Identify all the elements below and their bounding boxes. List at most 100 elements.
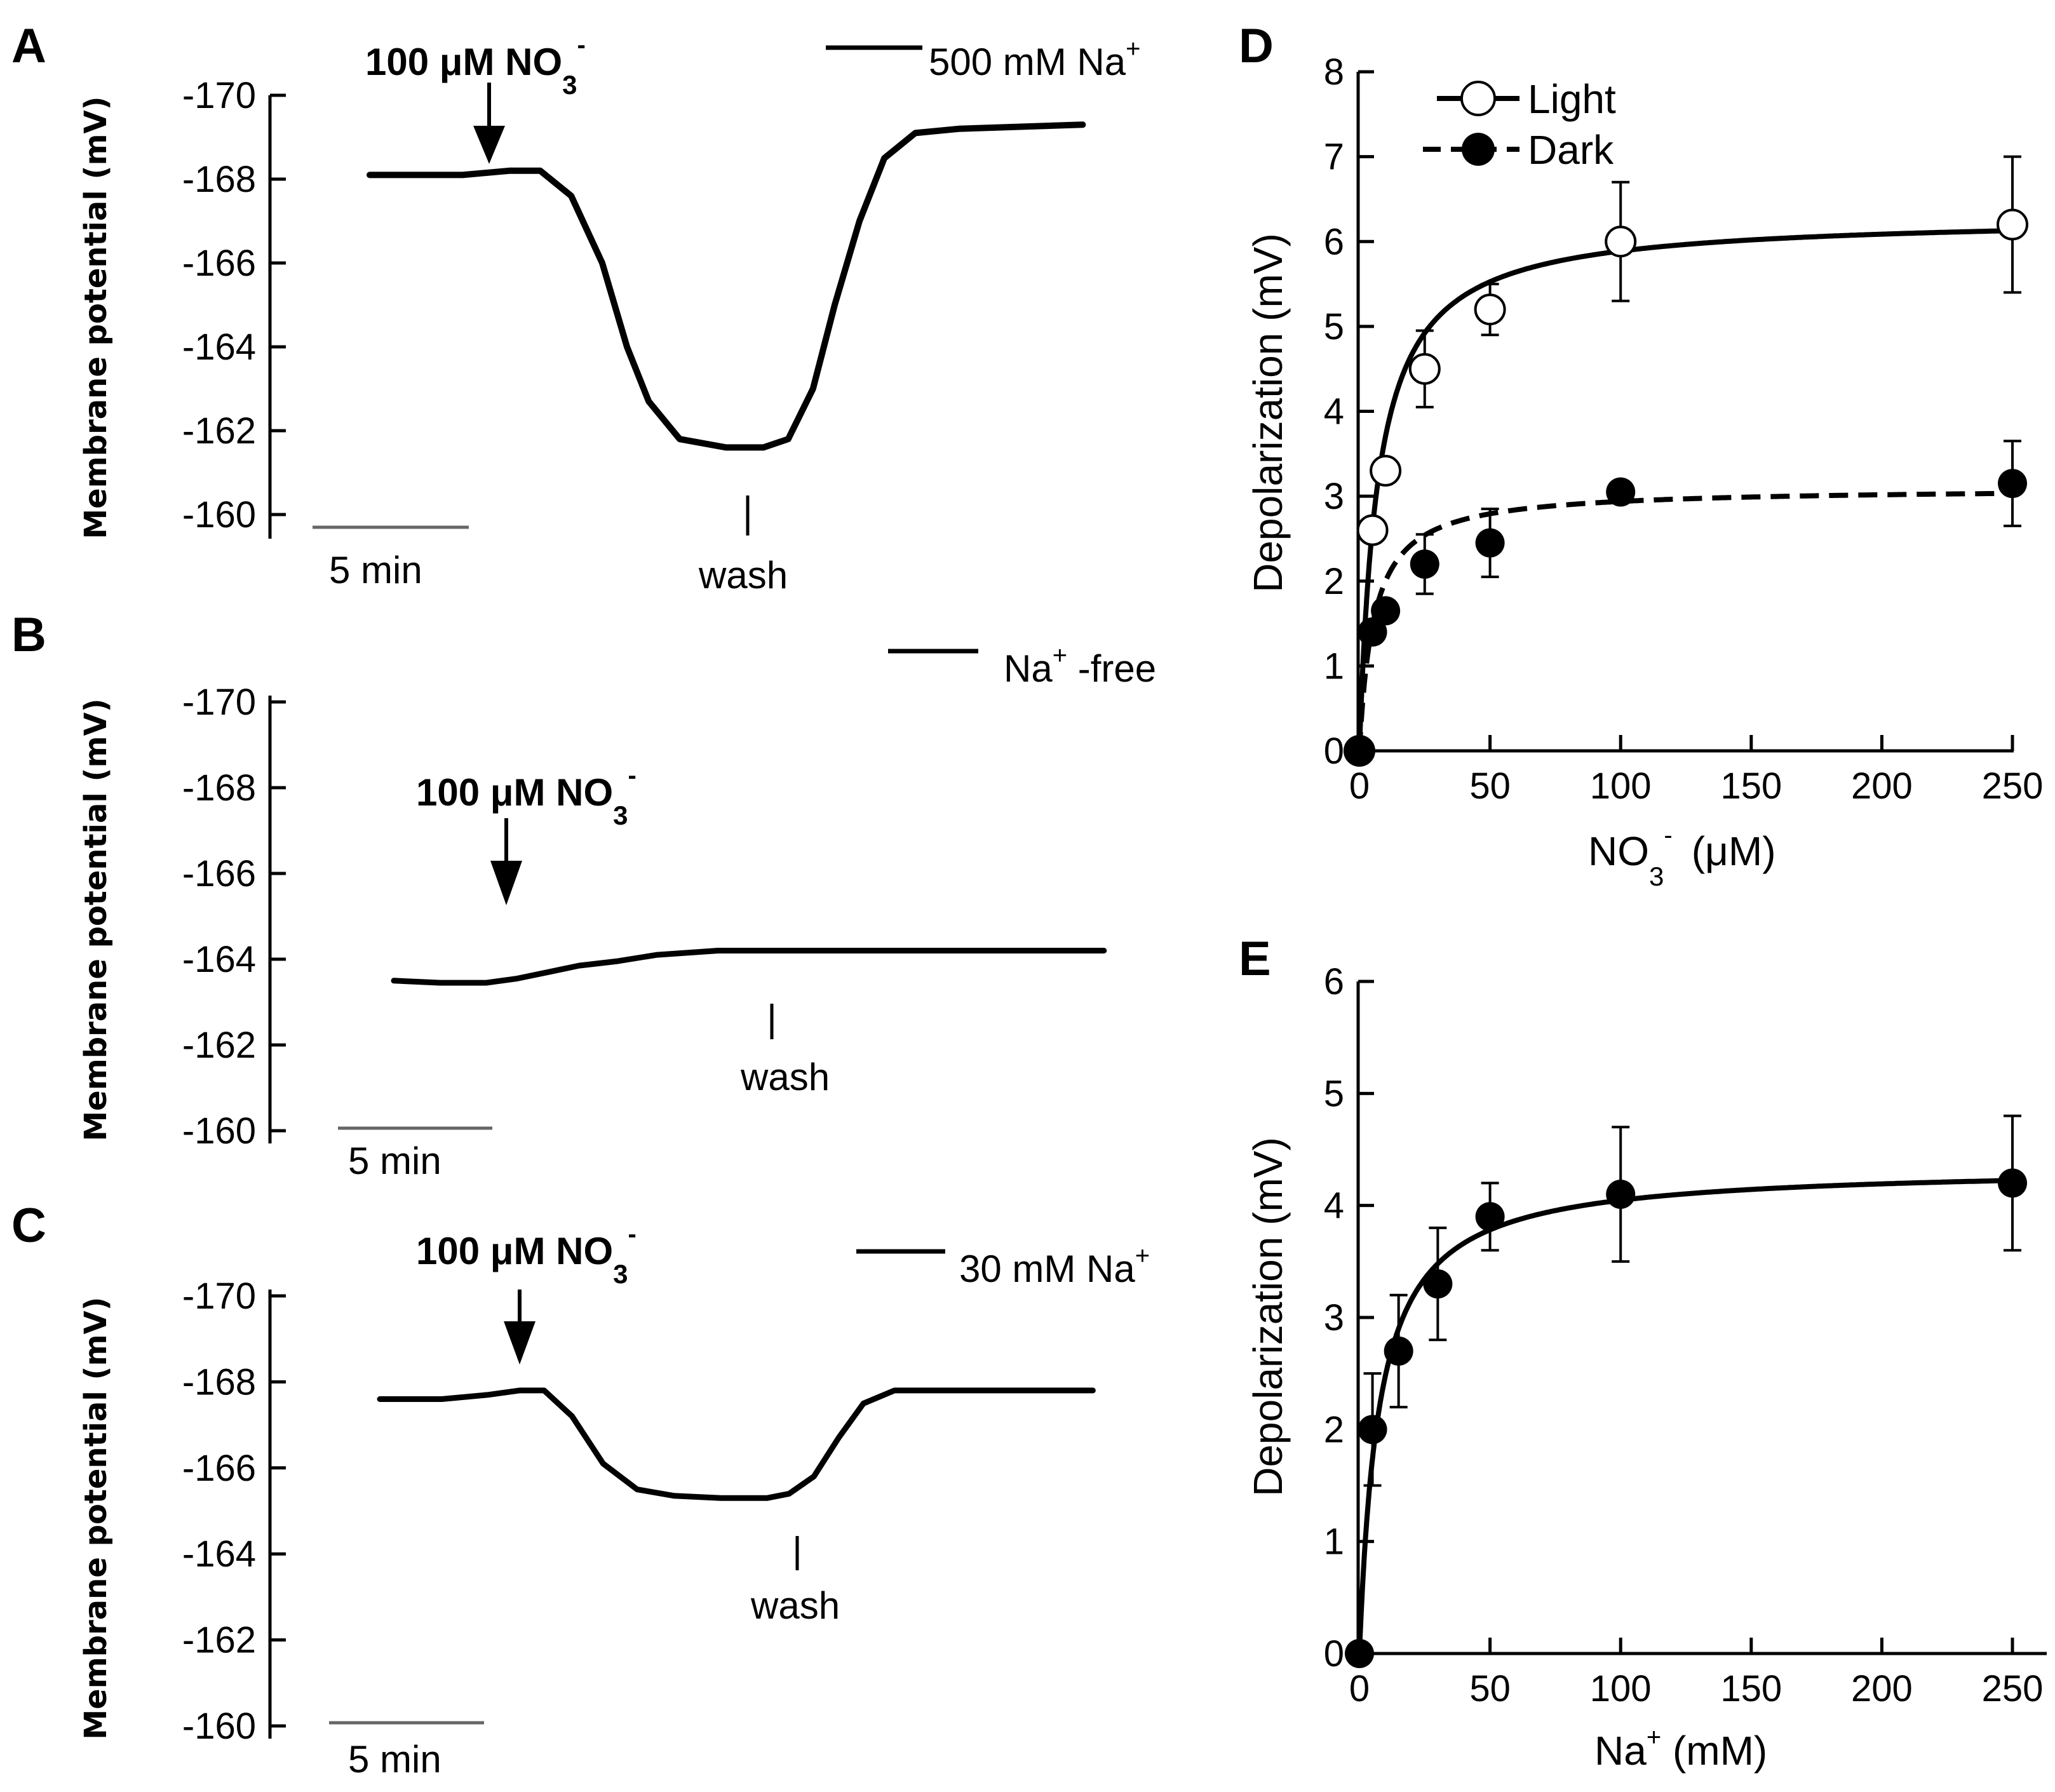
panel-d-data-point	[1997, 208, 2028, 241]
panel-d-data-point	[1370, 455, 1402, 487]
panel-d-y-tick-label: 3	[1324, 476, 1344, 517]
panel-e-x-tick-label: 200	[1851, 1668, 1913, 1709]
panel-d-data-point	[1474, 293, 1506, 326]
panel-e-fit-curves	[1357, 1178, 2013, 1655]
panel-d-data-point	[1345, 736, 1374, 765]
panel-e-x-tick-label: 100	[1590, 1668, 1652, 1709]
panel-d-data-point	[1358, 617, 1387, 647]
panel-d-y-tick-label: 0	[1324, 731, 1344, 772]
panel-c-treatment-label: 100 μM NO3-	[416, 1220, 637, 1289]
legend-dark-marker	[1462, 133, 1495, 166]
panel-e: E 0 1 2 3 4 5 6 0 50 100 150 200 250 Depolarization…	[1239, 932, 2047, 1774]
panel-d-fit-curves	[1357, 228, 2013, 753]
panel-c-condition-label: 30 mM Na+	[959, 1242, 1150, 1290]
panel-e-x-tick-label: 0	[1349, 1668, 1370, 1709]
panel-c-y-tick-label: -164	[182, 1533, 256, 1575]
panel-c-y-ticks: -170 -168 -166 -164 -162 -160	[182, 1276, 286, 1747]
panel-e-y-tick-label: 1	[1324, 1521, 1344, 1563]
panel-a-y-tick-label: -162	[182, 410, 256, 452]
panel-d-y-tick-label: 8	[1324, 51, 1344, 93]
panel-c-y-axis-label: Membrane potential (mV)	[78, 1297, 114, 1739]
panel-d-y-tick-label: 5	[1324, 306, 1344, 347]
panel-b-y-tick-label: -164	[182, 939, 256, 980]
panel-e-data-point	[1998, 1168, 2027, 1198]
panel-d-data-point	[1371, 596, 1401, 626]
panel-e-y-tick-label: 3	[1324, 1297, 1344, 1338]
panel-d-x-tick-label: 50	[1469, 765, 1511, 807]
panel-d: D 0 1 2 3 4 5 6 7 8 0 50 100 150 200 250 Depolarizati…	[1239, 19, 2043, 891]
panel-d-x-tick-label: 0	[1349, 765, 1370, 807]
panel-b-y-axis-label: Membrane potential (mV)	[78, 698, 114, 1141]
panel-e-y-tick-label: 6	[1324, 961, 1344, 1002]
panel-b-treatment-label: 100 μM NO3-	[416, 762, 637, 830]
panel-b-y-tick-label: -162	[182, 1025, 256, 1066]
panel-e-y-tick-label: 0	[1324, 1633, 1344, 1674]
panel-c-y-tick-label: -168	[182, 1361, 256, 1403]
panel-c-wash-label: wash	[750, 1584, 840, 1627]
panel-d-x-ticks: 0 50 100 150 200 250	[1349, 735, 2043, 807]
panel-e-data-point	[1606, 1180, 1636, 1209]
panel-e-y-tick-label: 2	[1324, 1409, 1344, 1450]
panel-e-x-tick-label: 250	[1982, 1668, 2044, 1709]
panel-c-treatment-arrow-head	[504, 1321, 536, 1364]
panel-a-y-tick-label: -166	[182, 243, 256, 284]
panel-c-y-tick-label: -162	[182, 1620, 256, 1661]
panel-a-treatment-label: 100 μM NO3-	[365, 31, 586, 100]
panel-d-y-tick-label: 4	[1324, 391, 1344, 433]
panel-c-y-tick-label: -166	[182, 1448, 256, 1489]
panel-d-y-ticks: 0 1 2 3 4 5 6 7 8	[1324, 51, 1374, 772]
panel-d-y-tick-label: 1	[1324, 645, 1344, 687]
panel-letter-a: A	[11, 19, 46, 73]
panel-e-data-point	[1475, 1202, 1505, 1232]
panel-b-condition-label: Na+ -free	[1004, 642, 1156, 690]
panel-c-y-tick-label: -170	[182, 1276, 256, 1317]
panel-letter-e: E	[1239, 932, 1271, 986]
panel-e-data-point	[1358, 1415, 1387, 1445]
panel-a-y-tick-label: -168	[182, 159, 256, 200]
panel-d-x-tick-label: 150	[1720, 765, 1782, 807]
panel-e-y-axis-label: Depolarization (mV)	[1245, 1137, 1291, 1497]
panel-e-x-axis-label: Na+ (mM)	[1594, 1723, 1767, 1774]
panel-b-wash-label: wash	[740, 1056, 830, 1098]
panel-a-y-ticks: -170 -168 -166 -164 -162 -160	[182, 75, 286, 536]
panel-e-y-tick-label: 4	[1324, 1185, 1344, 1227]
panel-b-y-tick-label: -168	[182, 767, 256, 809]
panel-a-treatment-arrow-head	[473, 126, 505, 164]
panel-d-x-tick-label: 200	[1851, 765, 1913, 807]
panel-b-y-tick-label: -170	[182, 682, 256, 723]
panel-d-y-tick-label: 6	[1324, 221, 1344, 262]
panel-e-data-point	[1384, 1336, 1413, 1366]
panel-e-data-point	[1423, 1269, 1453, 1299]
panel-a-y-tick-label: -160	[182, 494, 256, 536]
panel-a-scale-bar-label: 5 min	[329, 549, 422, 591]
panel-e-y-tick-label: 5	[1324, 1073, 1344, 1114]
panel-a-y-tick-label: -170	[182, 75, 256, 116]
panel-d-fit-curve-0	[1357, 228, 2013, 752]
panel-d-fit-curve-1	[1357, 490, 2012, 753]
panel-b-trace-line	[391, 948, 1107, 986]
panel-c: C -170 -168 -166 -164 -162 -160 Membrane pote…	[11, 1199, 1150, 1781]
panel-e-x-tick-label: 150	[1720, 1668, 1782, 1709]
panel-b-scale-bar-label: 5 min	[348, 1140, 441, 1182]
panel-d-x-axis-label: NO3- (μM)	[1588, 821, 1776, 891]
panel-a-y-tick-label: -164	[182, 327, 256, 368]
panel-letter-c: C	[11, 1199, 46, 1253]
panel-e-data-point	[1345, 1639, 1374, 1668]
panel-c-y-tick-label: -160	[182, 1706, 256, 1747]
panel-d-data-point	[1356, 514, 1389, 546]
panel-b-y-tick-label: -160	[182, 1110, 256, 1152]
legend-light-label: Light	[1528, 76, 1616, 122]
panel-d-data-point	[1605, 226, 1637, 258]
panel-d-legend: Light Dark	[1423, 76, 1616, 173]
legend-light-marker	[1460, 81, 1496, 116]
panel-a-y-axis-label: Membrane potential (mV)	[78, 96, 114, 539]
panel-d-data-point	[1408, 353, 1441, 385]
panel-d-y-axis-label: Depolarization (mV)	[1245, 233, 1291, 593]
panel-e-fit-curve-0	[1357, 1178, 2013, 1655]
panel-e-x-ticks: 0 50 100 150 200 250	[1349, 1638, 2044, 1709]
panel-letter-d: D	[1239, 19, 1274, 73]
panel-e-error-bars	[1363, 1114, 2021, 1487]
panel-e-y-ticks: 0 1 2 3 4 5 6	[1324, 961, 1374, 1674]
panel-c-scale-bar-label: 5 min	[348, 1738, 441, 1781]
